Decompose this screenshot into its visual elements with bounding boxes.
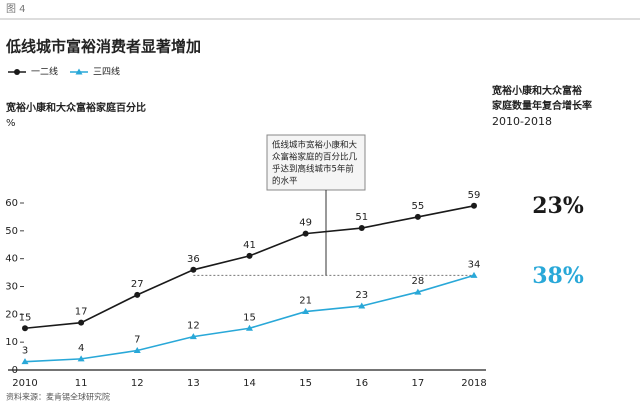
- y-tick-label: 40: [5, 254, 18, 265]
- chart-title: 低线城市富裕消费者显著增加: [5, 38, 201, 56]
- x-tick-label: 12: [131, 378, 144, 389]
- y-tick-label: 20: [5, 309, 18, 320]
- data-label: 17: [75, 307, 88, 318]
- point: [246, 324, 253, 331]
- data-label: 15: [19, 312, 32, 323]
- annotation: 的水平: [272, 176, 298, 187]
- point: [471, 202, 477, 209]
- x-tick-label: 17: [412, 378, 425, 389]
- growth-period: 2010-2018: [492, 115, 552, 128]
- x-tick-label: 16: [355, 378, 368, 389]
- point: [21, 358, 29, 365]
- y-tick-label: 10: [5, 337, 18, 348]
- data-label: 28: [412, 276, 425, 287]
- growth-header: 家庭数量年复合增长率: [492, 99, 592, 112]
- data-label: 21: [299, 296, 312, 307]
- x-tick-label: 11: [75, 378, 88, 389]
- x-tick-label: 14: [243, 378, 256, 389]
- data-label: 7: [134, 335, 140, 346]
- annotation: 乎达到高线城市5年前: [272, 164, 354, 175]
- figure-label: 图 4: [6, 3, 26, 15]
- point: [470, 271, 478, 278]
- x-tick-label: 2018: [461, 378, 486, 389]
- annotation: 低线城市宽裕小康和大: [272, 140, 358, 151]
- data-label: 34: [468, 259, 481, 270]
- footer: 资料来源：麦肯锡全球研究院: [6, 392, 110, 402]
- point: [77, 355, 85, 362]
- y-tick-label: 50: [5, 226, 18, 237]
- annotation: 众富裕家庭的百分比几: [272, 152, 358, 163]
- point: [358, 302, 366, 309]
- point: [134, 291, 141, 298]
- data-label: 36: [187, 254, 200, 265]
- y-tick-label: 30: [5, 282, 18, 293]
- y-axis-label: 宽裕小康和大众富裕家庭百分比: [5, 101, 146, 114]
- data-label: 27: [131, 279, 144, 290]
- point: [302, 308, 310, 315]
- data-label: 3: [22, 346, 28, 357]
- point: [133, 347, 141, 354]
- legend-marker: [14, 69, 20, 75]
- point: [78, 319, 85, 326]
- data-label: 41: [243, 240, 256, 251]
- data-label: 15: [243, 312, 256, 323]
- point: [22, 325, 28, 332]
- x-tick-label: 15: [299, 378, 312, 389]
- annotation-box: [266, 134, 366, 191]
- legend-label: 一二线: [31, 66, 58, 78]
- data-label: 12: [187, 321, 200, 332]
- growth-rate: 38%: [532, 263, 584, 289]
- y-unit: %: [6, 118, 16, 129]
- x-tick-label: 13: [187, 378, 200, 389]
- point: [358, 225, 365, 232]
- y-tick-label: 60: [5, 198, 18, 209]
- series-line: [24, 204, 475, 330]
- data-label: 49: [299, 218, 312, 229]
- point: [189, 333, 197, 340]
- data-label: 23: [355, 290, 368, 301]
- data-label: 55: [412, 201, 425, 212]
- data-label: 4: [78, 343, 84, 354]
- point: [414, 288, 422, 295]
- point: [302, 230, 309, 237]
- growth-rate: 23%: [532, 193, 584, 219]
- legend-marker: [75, 68, 83, 75]
- point: [190, 266, 197, 273]
- point: [414, 213, 421, 220]
- growth-header: 宽裕小康和大众富裕: [491, 84, 582, 97]
- legend-label: 三四线: [93, 66, 120, 78]
- data-label: 59: [468, 190, 481, 201]
- x-tick-label: 2010: [12, 378, 37, 389]
- point: [246, 252, 253, 259]
- data-label: 51: [355, 212, 368, 223]
